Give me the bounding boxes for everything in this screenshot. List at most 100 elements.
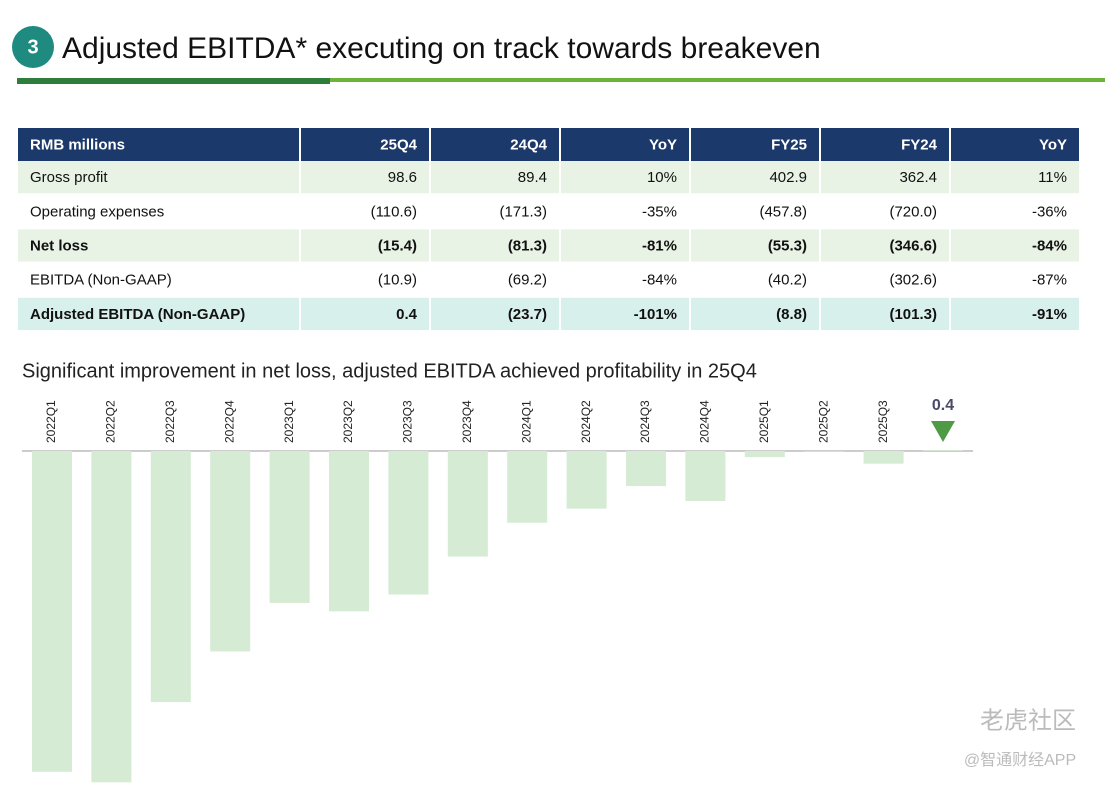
x-tick-label: 2023Q2 <box>341 400 355 443</box>
cell <box>561 297 689 330</box>
badge-circle <box>12 26 54 68</box>
cell <box>18 229 299 262</box>
cell-text: (110.6) <box>371 203 417 220</box>
cell-text: (171.3) <box>499 203 547 220</box>
x-tick-label: 2024Q3 <box>638 400 652 443</box>
cell-text: Adjusted EBITDA (Non-GAAP) <box>30 306 245 323</box>
table: RMB millions 25Q4 24Q4 YoY FY25 FY24 YoY Gross … <box>18 128 1079 330</box>
cell <box>561 161 689 194</box>
cell <box>951 263 1079 296</box>
cell <box>431 263 559 296</box>
x-tick-label: 2023Q4 <box>460 400 474 443</box>
x-tick-label: 2025Q3 <box>876 400 890 443</box>
cell <box>18 263 299 296</box>
cell-text: 98.6 <box>388 169 417 186</box>
column-header: 24Q4 <box>510 136 547 153</box>
cell <box>821 229 949 262</box>
bar <box>804 451 845 452</box>
bar <box>150 451 191 703</box>
cell-text: -84% <box>642 272 677 289</box>
x-tick-label: 2024Q1 <box>519 400 533 443</box>
cell <box>431 161 559 194</box>
header-cell <box>691 128 819 161</box>
header-cell <box>18 128 299 161</box>
cell <box>821 195 949 228</box>
cell-text: EBITDA (Non-GAAP) <box>30 272 172 289</box>
column-header: RMB millions <box>30 136 125 153</box>
cell <box>431 195 559 228</box>
bar <box>91 451 132 783</box>
column-header: FY25 <box>771 136 807 153</box>
x-tick-label: 2022Q1 <box>44 400 58 443</box>
header-cell <box>431 128 559 161</box>
header-cell <box>951 128 1079 161</box>
x-tick-label: 2022Q3 <box>163 400 177 443</box>
cell-text: -84% <box>1032 237 1067 254</box>
cell <box>561 263 689 296</box>
cell-text: (10.9) <box>378 272 417 289</box>
cell <box>951 229 1079 262</box>
cell <box>691 229 819 262</box>
bar <box>685 451 726 502</box>
column-header: FY24 <box>901 136 938 153</box>
cell <box>18 195 299 228</box>
cell-text: -101% <box>634 306 677 323</box>
cell <box>301 195 429 228</box>
x-tick-label: 2023Q1 <box>282 400 296 443</box>
header-cell <box>561 128 689 161</box>
cell-text: Net loss <box>30 237 88 254</box>
bar <box>447 451 488 557</box>
cell-text: 89.4 <box>518 169 547 186</box>
cell-text: (8.8) <box>776 306 807 323</box>
cell <box>431 297 559 330</box>
value-label: 0.4 <box>932 397 954 414</box>
x-tick-label: 2024Q4 <box>698 400 712 443</box>
cell <box>821 161 949 194</box>
bar <box>566 451 607 509</box>
cell-text: 362.4 <box>899 169 937 186</box>
cell <box>951 161 1079 194</box>
cell <box>301 161 429 194</box>
cell-text: (457.8) <box>759 203 807 220</box>
cell <box>691 297 819 330</box>
x-tick-label: 2025Q1 <box>757 400 771 443</box>
marker <box>931 421 955 442</box>
bar <box>863 451 904 464</box>
bar <box>744 451 785 458</box>
cell-text: 10% <box>647 169 677 186</box>
chart: 2022Q1 2022Q2 2022Q3 2022Q4 2023Q1 2023Q2 2023… <box>32 397 963 783</box>
cell <box>821 297 949 330</box>
cell-text: -36% <box>1032 203 1067 220</box>
cell-text: (15.4) <box>378 237 417 254</box>
x-tick-label: 2024Q2 <box>579 400 593 443</box>
x-tick-label: 2022Q2 <box>104 400 118 443</box>
cell-text: (720.0) <box>889 203 937 220</box>
cell <box>431 229 559 262</box>
cell-text: (346.6) <box>889 237 937 254</box>
bar <box>507 451 548 523</box>
cell-text: (55.3) <box>768 237 807 254</box>
cell-text: Gross profit <box>30 169 108 186</box>
cell-text: -35% <box>642 203 677 220</box>
cell <box>561 195 689 228</box>
cell-text: (101.3) <box>889 306 937 323</box>
cell <box>301 297 429 330</box>
header-cell <box>301 128 429 161</box>
watermark: @智通财经APP <box>964 751 1076 769</box>
bar <box>210 451 251 652</box>
cell-text: -91% <box>1032 306 1067 323</box>
cell <box>18 297 299 330</box>
cell-text: (40.2) <box>768 272 807 289</box>
cell-text: 402.9 <box>769 169 807 186</box>
badge: 3 <box>27 36 38 58</box>
title-rule <box>17 78 330 84</box>
column-header: YoY <box>649 136 677 153</box>
cell-text: -87% <box>1032 272 1067 289</box>
cell-text: -81% <box>642 237 677 254</box>
cell <box>691 195 819 228</box>
cell-text: Operating expenses <box>30 203 164 220</box>
title-rule <box>330 78 1105 82</box>
title: Adjusted EBITDA* executing on track towa… <box>62 32 821 65</box>
cell <box>951 297 1079 330</box>
